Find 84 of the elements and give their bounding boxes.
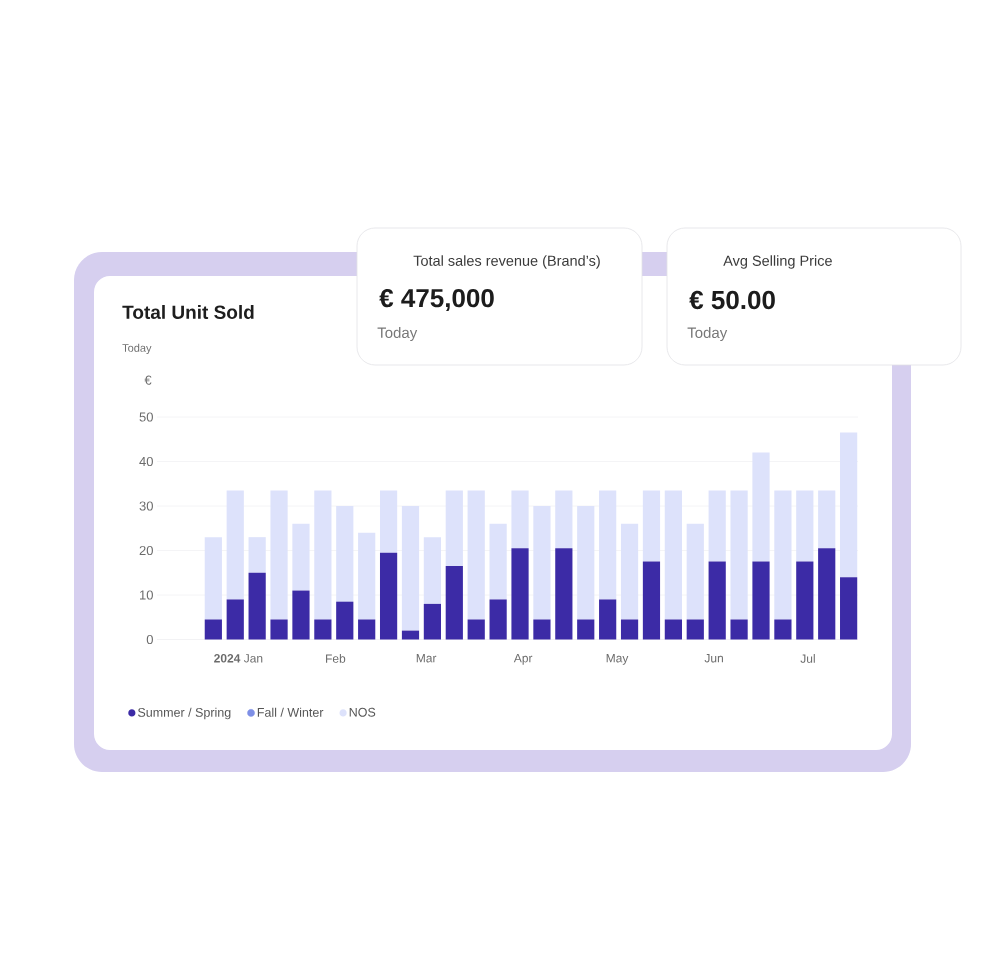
- x-tick-label: Mar: [416, 654, 437, 663]
- x-tick-label: Jun: [704, 654, 723, 663]
- y-tick-label: 50: [139, 412, 153, 422]
- bar: [226, 599, 244, 640]
- bar: [840, 432, 858, 578]
- bar: [292, 590, 310, 640]
- bar: [620, 523, 639, 620]
- bar: [379, 552, 398, 640]
- text: Avg Selling Price: [723, 255, 832, 269]
- bar: [818, 548, 836, 640]
- bar: [226, 490, 244, 600]
- bar: [774, 490, 792, 620]
- bar: [752, 452, 770, 562]
- bar: [379, 490, 398, 553]
- bar: [292, 523, 310, 591]
- bar: [686, 523, 704, 620]
- bar: [423, 603, 442, 640]
- bar: [577, 619, 595, 640]
- bar: [248, 572, 266, 640]
- bar: [708, 561, 726, 640]
- y-tick-label: 10: [140, 590, 153, 600]
- x-tick-label: Jul: [800, 654, 815, 663]
- bar: [664, 619, 682, 640]
- y-tick-label: 40: [139, 456, 153, 467]
- bar: [533, 506, 551, 620]
- x-tick-label: Feb: [326, 654, 346, 663]
- bar: [533, 619, 551, 640]
- bar: [511, 548, 529, 640]
- text: Total sales revenue (Brand’s): [413, 255, 600, 269]
- bar: [423, 537, 442, 604]
- legend-label: Summer / Spring: [138, 707, 231, 720]
- bar: [270, 490, 288, 620]
- chart-subtitle: Today: [122, 343, 152, 355]
- y-tick-label: 0: [146, 634, 153, 645]
- y-tick-label: 30: [139, 501, 153, 511]
- bar: [555, 548, 573, 640]
- bar: [796, 561, 814, 640]
- bar: [204, 537, 222, 620]
- bar: [511, 490, 529, 549]
- text: € 475,000: [379, 288, 494, 312]
- bar: [204, 619, 222, 640]
- bar: [489, 523, 507, 600]
- y-tick-label: 20: [139, 545, 153, 556]
- bar: [577, 506, 595, 620]
- bar: [445, 490, 463, 567]
- text: Today: [377, 327, 418, 341]
- bar: [840, 577, 858, 640]
- bar: [796, 490, 814, 562]
- legend-label: Fall / Winter: [257, 707, 324, 717]
- bar: [467, 490, 485, 620]
- bar: [270, 619, 288, 640]
- bar: [314, 490, 332, 620]
- bar: [664, 490, 682, 620]
- bar: [730, 490, 748, 620]
- bar: [336, 506, 354, 602]
- text: € 50.00: [689, 290, 775, 310]
- x-tick-label: May: [606, 654, 629, 665]
- bar: [708, 490, 726, 562]
- bar: [818, 490, 836, 549]
- bar: [445, 566, 463, 640]
- legend-label: NOS: [349, 707, 376, 717]
- bar: [555, 490, 573, 549]
- bar: [620, 619, 639, 640]
- bar: [642, 490, 661, 562]
- x-tick-label: 2024 Jan: [214, 654, 263, 663]
- bar: [774, 619, 792, 640]
- bar: [642, 561, 661, 640]
- x-tick-label: Apr: [513, 654, 533, 665]
- bar: [358, 532, 376, 620]
- text: Today: [687, 327, 728, 341]
- bar: [599, 599, 617, 640]
- bar: [730, 619, 748, 640]
- chart-title: Total Unit Sold: [122, 305, 254, 319]
- bar: [248, 537, 266, 573]
- bar: [599, 490, 617, 600]
- bar: [358, 619, 376, 640]
- bar: [686, 619, 704, 640]
- bar: [336, 601, 354, 640]
- bar: [401, 506, 420, 631]
- bar: [489, 599, 507, 640]
- bar: [314, 619, 332, 640]
- bar: [752, 561, 770, 640]
- y-axis-title: €: [144, 375, 152, 385]
- bar: [467, 619, 485, 640]
